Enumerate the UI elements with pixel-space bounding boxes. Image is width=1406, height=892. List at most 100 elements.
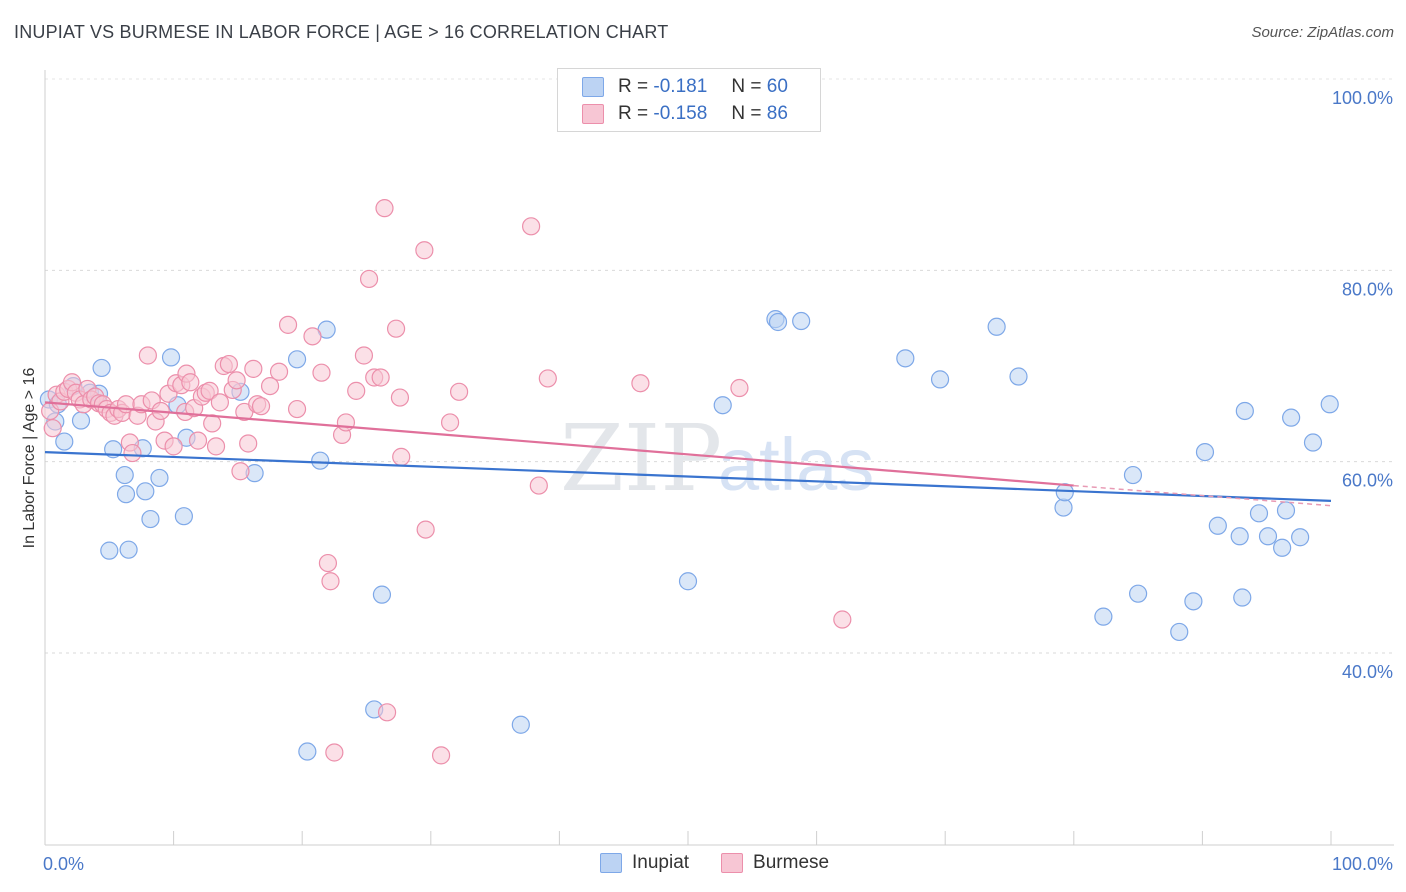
burmese-point bbox=[371, 368, 390, 387]
burmese-point bbox=[287, 399, 307, 419]
burmese-point bbox=[138, 346, 157, 365]
trend-lines bbox=[44, 401, 1332, 507]
inupiat-point bbox=[1233, 588, 1252, 607]
inupiat-point bbox=[136, 482, 155, 501]
burmese-point bbox=[200, 381, 219, 400]
inupiat-point bbox=[115, 465, 134, 485]
burmese-point bbox=[312, 363, 331, 382]
burmese-point bbox=[188, 431, 208, 450]
source-label: Source: ZipAtlas.com bbox=[1251, 24, 1394, 41]
inupiat-point bbox=[1276, 501, 1296, 520]
burmese-point bbox=[529, 476, 548, 495]
legend-swatch-burmese bbox=[582, 104, 604, 124]
inupiat-point bbox=[1249, 504, 1269, 523]
inupiat-point bbox=[1128, 584, 1148, 603]
legend-r-label: R = bbox=[618, 103, 649, 124]
inupiat-point bbox=[1184, 592, 1203, 611]
inupiat-point bbox=[116, 485, 136, 504]
y-tick-label: 40.0% bbox=[1342, 662, 1393, 682]
bottom-legend-swatch-burmese bbox=[721, 853, 744, 873]
inupiat-point bbox=[1094, 607, 1113, 626]
legend-n-value-burmese: 86 bbox=[766, 103, 788, 124]
inupiat-point bbox=[92, 358, 111, 378]
burmese-point bbox=[210, 393, 229, 412]
burmese-point bbox=[219, 354, 238, 374]
inupiat-point bbox=[71, 411, 91, 430]
inupiat-point bbox=[55, 432, 74, 451]
inupiat-point bbox=[1235, 401, 1254, 421]
inupiat-trend-line bbox=[44, 451, 1332, 502]
inupiat-point bbox=[1170, 622, 1189, 642]
y-tick-labels: 100.0% 80.0% 60.0% 40.0% bbox=[1332, 88, 1393, 682]
burmese-point bbox=[415, 241, 434, 260]
burmese-point bbox=[359, 269, 379, 289]
inupiat-point bbox=[1123, 465, 1143, 485]
burmese-point bbox=[730, 378, 749, 398]
chart-title: INUPIAT VS BURMESE IN LABOR FORCE | AGE … bbox=[14, 22, 669, 42]
x-tick-label: 0.0% bbox=[43, 854, 84, 874]
inupiat-point bbox=[987, 317, 1006, 336]
burmese-point bbox=[260, 376, 280, 396]
inupiat-point bbox=[1273, 538, 1292, 557]
inupiat-point bbox=[141, 509, 160, 529]
inupiat-point bbox=[298, 742, 317, 761]
burmese-point bbox=[206, 437, 226, 456]
inupiat-point bbox=[287, 350, 307, 369]
legend-swatch-inupiat bbox=[582, 77, 604, 97]
legend-r-value-burmese: -0.158 bbox=[653, 103, 708, 124]
burmese-trend-line bbox=[44, 401, 1074, 487]
legend-n-label: N = bbox=[731, 103, 762, 124]
burmese-point bbox=[164, 437, 183, 456]
inupiat-point bbox=[1009, 367, 1028, 386]
burmese-point bbox=[244, 359, 263, 378]
burmese-point bbox=[522, 217, 541, 236]
watermark-zip: ZIP bbox=[560, 405, 722, 512]
correlation-legend: R = -0.181 N = 60 R = -0.158 N = 86 bbox=[557, 68, 821, 132]
bottom-legend-inupiat: Inupiat bbox=[600, 852, 689, 874]
burmese-point bbox=[833, 610, 852, 629]
y-tick-label: 60.0% bbox=[1342, 471, 1393, 491]
inupiat-point bbox=[311, 451, 330, 470]
inupiat-point bbox=[930, 370, 950, 389]
burmese-point bbox=[416, 520, 435, 539]
burmese-point bbox=[431, 746, 451, 765]
y-axis-label: In Labor Force | Age > 16 bbox=[21, 368, 38, 549]
watermark-atlas: atlas bbox=[718, 423, 874, 506]
burmese-point bbox=[123, 443, 142, 463]
burmese-point bbox=[269, 362, 289, 381]
inupiat-point bbox=[1291, 528, 1310, 547]
legend-n-label: N = bbox=[731, 76, 762, 97]
burmese-point bbox=[227, 371, 246, 390]
inupiat-point bbox=[372, 585, 392, 604]
burmese-trend-extension bbox=[1073, 484, 1332, 507]
burmese-point bbox=[390, 388, 410, 407]
legend-n-value-inupiat: 60 bbox=[766, 76, 788, 97]
inupiat-point bbox=[150, 468, 169, 488]
burmese-point bbox=[43, 419, 62, 438]
burmese-point bbox=[538, 369, 557, 388]
inupiat-point bbox=[161, 348, 181, 367]
burmese-point bbox=[440, 413, 460, 432]
burmese-point bbox=[231, 462, 250, 481]
inupiat-point bbox=[1208, 516, 1227, 535]
x-tick-labels: 0.0% 100.0% bbox=[43, 854, 1393, 874]
burmese-point bbox=[303, 327, 322, 346]
bottom-legend-label-inupiat: Inupiat bbox=[632, 852, 690, 873]
burmese-point bbox=[347, 381, 366, 400]
inupiat-point bbox=[511, 715, 530, 734]
y-tick-label: 80.0% bbox=[1342, 279, 1393, 299]
bottom-legend-label-burmese: Burmese bbox=[753, 852, 830, 873]
bottom-legend-burmese: Burmese bbox=[721, 852, 829, 874]
inupiat-point bbox=[1258, 527, 1278, 546]
burmese-point bbox=[239, 434, 258, 453]
inupiat-point bbox=[713, 396, 732, 415]
inupiat-point bbox=[768, 312, 788, 332]
inupiat-point bbox=[792, 311, 811, 331]
burmese-point bbox=[336, 413, 356, 432]
inupiat-point bbox=[1320, 395, 1339, 414]
legend-row-burmese: R = -0.158 N = 86 bbox=[582, 102, 788, 126]
inupiat-point bbox=[1054, 498, 1073, 517]
inupiat-point bbox=[1230, 527, 1249, 546]
burmese-point bbox=[278, 315, 298, 334]
